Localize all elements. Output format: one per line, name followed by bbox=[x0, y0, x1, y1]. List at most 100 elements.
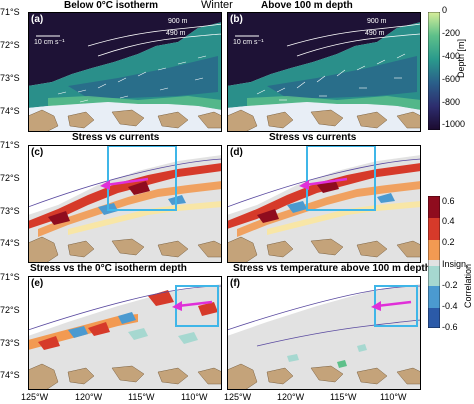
corr-tick: -0.2 bbox=[442, 280, 458, 290]
correlation-band-low bbox=[68, 201, 222, 235]
wind-arrow bbox=[304, 177, 348, 187]
correlation-band-high bbox=[227, 163, 421, 229]
corr-tick: Insign. bbox=[442, 259, 469, 269]
panel-label-f: (f) bbox=[230, 278, 240, 289]
colorbar-segment bbox=[428, 286, 440, 308]
depth-colorbar-label: Depth [m] bbox=[456, 38, 466, 78]
lat-tick: 73°S bbox=[0, 206, 20, 216]
depth-contour bbox=[227, 158, 421, 208]
correlation-mid-patch bbox=[337, 360, 347, 368]
correlation-band-mid bbox=[38, 181, 222, 237]
corr-tick: -0.6 bbox=[442, 322, 458, 332]
lat-tick: 74°S bbox=[0, 370, 20, 380]
colorbar-segment bbox=[428, 260, 440, 266]
land-mass bbox=[28, 109, 222, 132]
panel-label-e: (e) bbox=[31, 278, 44, 289]
correlation-strong-patch bbox=[257, 179, 339, 223]
scale-label-a: 10 cm s⁻¹ bbox=[34, 39, 65, 46]
lat-tick: 73°S bbox=[0, 73, 20, 83]
panel-title-a: Below 0°C isotherm bbox=[64, 0, 159, 11]
lat-tick: 71°S bbox=[0, 7, 20, 17]
depth-colorbar-gradient bbox=[428, 12, 440, 130]
shelf-deep-patch bbox=[267, 56, 417, 98]
lon-tick: 110°W bbox=[181, 392, 208, 402]
colorbar-segment bbox=[428, 218, 440, 240]
wind-arrow bbox=[177, 300, 213, 308]
wind-arrow-head bbox=[371, 301, 381, 311]
shelf-shallow-patch bbox=[48, 96, 222, 110]
lat-tick: 73°S bbox=[0, 338, 20, 348]
contour-label-a-490: 490 m bbox=[166, 30, 186, 37]
correlation-strong-patch bbox=[38, 290, 218, 350]
panel-title-d: Stress vs currents bbox=[269, 132, 357, 143]
shelf-shallow-patch bbox=[247, 96, 421, 110]
panel-frame bbox=[227, 12, 421, 132]
current-vectors bbox=[57, 55, 207, 103]
corr-tick: 0.6 bbox=[442, 196, 455, 206]
correlation-band-low bbox=[267, 201, 421, 235]
contour-label-b-900: 900 m bbox=[367, 18, 387, 25]
scale-label-b: 10 cm s⁻¹ bbox=[233, 39, 264, 46]
lon-tick: 120°W bbox=[277, 392, 305, 402]
correlation-negative-patch bbox=[287, 193, 395, 213]
lon-tick: 115°W bbox=[330, 392, 357, 402]
wind-arrow-head bbox=[100, 180, 110, 190]
correlation-band-mid bbox=[237, 181, 421, 237]
ocean-field bbox=[227, 12, 421, 86]
map-panel-b bbox=[227, 12, 421, 132]
lat-tick: 72°S bbox=[0, 40, 20, 50]
colorbar-segment bbox=[428, 240, 440, 260]
panel-frame bbox=[28, 145, 222, 263]
current-vectors bbox=[256, 53, 406, 101]
depth-contour bbox=[227, 285, 421, 347]
depth-tick: -600 bbox=[442, 74, 461, 84]
panel-frame bbox=[28, 12, 222, 132]
colorbar-segment bbox=[428, 266, 440, 286]
contour-label-a-900: 900 m bbox=[168, 18, 188, 25]
lon-tick: 110°W bbox=[380, 392, 407, 402]
land-mass bbox=[28, 236, 222, 263]
correlation-negative-patch bbox=[68, 312, 136, 338]
shelf-deep-patch bbox=[68, 56, 218, 98]
correlation-negative-patch bbox=[98, 195, 186, 215]
season-title: Winter bbox=[201, 0, 233, 11]
contour-label-b-490: 490 m bbox=[365, 30, 385, 37]
ocean-field bbox=[28, 12, 222, 86]
map-panel-a bbox=[28, 12, 222, 132]
land-mass bbox=[227, 363, 421, 390]
depth-tick: -800 bbox=[442, 97, 461, 107]
correlation-low-patch bbox=[128, 328, 198, 344]
land-mass bbox=[28, 363, 222, 390]
wind-arrow-head bbox=[172, 301, 182, 311]
contour-900m bbox=[87, 23, 222, 47]
panel-title-b: Above 100 m depth bbox=[261, 0, 353, 11]
lat-tick: 74°S bbox=[0, 238, 20, 248]
wind-arrow-head bbox=[299, 180, 309, 190]
depth-tick: -200 bbox=[442, 28, 461, 38]
correlation-low-patch bbox=[287, 344, 367, 362]
depth-contour bbox=[28, 158, 222, 208]
contour-490m bbox=[97, 33, 222, 57]
panel-title-f: Stress vs temperature above 100 m depth bbox=[233, 263, 431, 274]
land-mass bbox=[227, 109, 421, 132]
panel-title-e: Stress vs the 0°C isotherm depth bbox=[30, 263, 187, 274]
lon-tick: 115°W bbox=[128, 392, 155, 402]
correlation-colorbar-label: Correlation bbox=[463, 263, 473, 308]
depth-tick: 0 bbox=[442, 5, 448, 15]
lon-tick: 120°W bbox=[75, 392, 103, 402]
lat-tick: 72°S bbox=[0, 305, 20, 315]
panel-label-a: (a) bbox=[31, 14, 44, 25]
colorbar-segment bbox=[428, 196, 440, 218]
correlation-band-high bbox=[28, 163, 222, 229]
lat-tick: 71°S bbox=[0, 140, 20, 150]
land-mass bbox=[227, 236, 421, 263]
lat-tick: 72°S bbox=[0, 173, 20, 183]
colorbar-segment bbox=[428, 308, 440, 328]
corr-tick: 0.2 bbox=[442, 237, 455, 247]
panel-label-d: (d) bbox=[230, 147, 243, 158]
insignificant-area bbox=[28, 284, 222, 390]
insignificant-area bbox=[227, 284, 421, 390]
lat-tick: 71°S bbox=[0, 272, 20, 282]
panel-frame bbox=[227, 276, 421, 390]
contour-490m bbox=[296, 33, 421, 57]
